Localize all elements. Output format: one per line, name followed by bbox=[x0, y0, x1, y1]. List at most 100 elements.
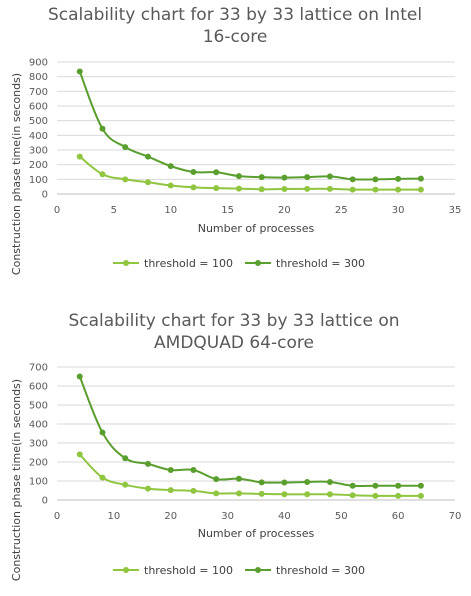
data-point bbox=[326, 478, 333, 485]
data-point bbox=[281, 186, 288, 193]
data-point bbox=[372, 186, 379, 193]
y-tick-label: 200 bbox=[29, 160, 48, 171]
legend: threshold = 100 threshold = 300 bbox=[113, 564, 365, 577]
data-point bbox=[167, 487, 174, 494]
series-line bbox=[78, 71, 421, 181]
data-point bbox=[417, 175, 424, 182]
chart-intel: Scalability chart for 33 by 33 lattice o… bbox=[10, 5, 461, 275]
data-point bbox=[235, 173, 242, 180]
x-tick-label: 5 bbox=[111, 205, 117, 216]
y-tick-label: 400 bbox=[29, 131, 48, 142]
x-tick-label: 20 bbox=[164, 511, 177, 522]
data-point bbox=[372, 492, 379, 499]
chart-amdquad: Scalability chart for 33 by 33 lattice o… bbox=[10, 311, 461, 581]
data-point bbox=[258, 186, 265, 193]
data-point bbox=[235, 185, 242, 192]
data-point bbox=[122, 176, 129, 183]
data-point bbox=[99, 429, 106, 436]
data-point bbox=[417, 186, 424, 193]
legend-label-threshold-100: threshold = 100 bbox=[144, 257, 233, 270]
series-line bbox=[78, 376, 421, 488]
data-point bbox=[395, 186, 402, 193]
data-point bbox=[281, 479, 288, 486]
legend-label-threshold-300: threshold = 300 bbox=[276, 564, 365, 577]
y-axis-label: Construction phase time(in seconds) bbox=[10, 379, 23, 581]
y-tick-label: 200 bbox=[29, 458, 48, 469]
data-point bbox=[99, 125, 106, 132]
data-point bbox=[76, 153, 83, 160]
data-point bbox=[417, 492, 424, 499]
series-line bbox=[79, 155, 421, 191]
x-tick-label: 70 bbox=[449, 511, 462, 522]
data-point bbox=[372, 176, 379, 183]
x-tick-label: 50 bbox=[335, 511, 348, 522]
legend-label-threshold-100: threshold = 100 bbox=[144, 564, 233, 577]
data-point bbox=[122, 481, 129, 488]
data-point bbox=[395, 482, 402, 489]
data-point bbox=[395, 175, 402, 182]
y-tick-label: 900 bbox=[29, 58, 48, 69]
y-tick-label: 100 bbox=[29, 477, 48, 488]
data-point bbox=[304, 491, 311, 498]
plot-area: 0 100 200 300 400 500 600 700 800 900 0 5 10 15 20 25 30… bbox=[29, 58, 461, 217]
x-tick-label: 30 bbox=[221, 511, 234, 522]
data-point bbox=[76, 373, 83, 380]
legend-label-threshold-300: threshold = 300 bbox=[276, 257, 365, 270]
y-tick-label: 600 bbox=[29, 382, 48, 393]
legend-marker-threshold-300 bbox=[255, 260, 261, 266]
x-tick-label: 40 bbox=[278, 511, 291, 522]
y-tick-label: 100 bbox=[29, 175, 48, 186]
data-point bbox=[144, 153, 151, 160]
data-point bbox=[326, 185, 333, 192]
y-tick-label: 0 bbox=[42, 496, 48, 507]
data-point bbox=[99, 474, 106, 481]
x-tick-label: 30 bbox=[392, 205, 405, 216]
chart-title-line2: AMDQUAD 64-core bbox=[154, 333, 314, 353]
y-tick-label: 500 bbox=[29, 116, 48, 127]
chart-title-line1: Scalability chart for 33 by 33 lattice o… bbox=[68, 311, 399, 331]
data-point bbox=[349, 482, 356, 489]
y-tick-label: 300 bbox=[29, 146, 48, 157]
plot-area: 0 100 200 300 400 500 600 700 0 10 20 30 40 50 60 70 bbox=[29, 363, 461, 523]
legend-marker-threshold-100 bbox=[123, 567, 129, 573]
data-point bbox=[122, 455, 129, 462]
data-point bbox=[144, 460, 151, 467]
x-tick-label: 20 bbox=[278, 205, 291, 216]
data-point bbox=[258, 479, 265, 486]
series-line bbox=[79, 453, 421, 497]
y-tick-label: 0 bbox=[42, 190, 48, 201]
chart-title-line2: 16-core bbox=[203, 27, 268, 47]
data-point bbox=[258, 490, 265, 497]
data-point bbox=[304, 478, 311, 485]
data-point bbox=[349, 176, 356, 183]
chart-title-line1: Scalability chart for 33 by 33 lattice o… bbox=[48, 5, 422, 25]
data-point bbox=[190, 169, 197, 175]
data-point bbox=[304, 174, 311, 181]
data-point bbox=[349, 492, 356, 499]
data-point bbox=[213, 490, 220, 497]
data-point bbox=[281, 491, 288, 498]
x-tick-label: 35 bbox=[449, 205, 462, 216]
y-axis-label: Construction phase time(in seconds) bbox=[10, 73, 23, 275]
data-point bbox=[76, 451, 83, 458]
data-point bbox=[258, 174, 265, 181]
data-point bbox=[326, 173, 333, 180]
x-tick-label: 10 bbox=[164, 205, 177, 216]
x-tick-label: 0 bbox=[54, 511, 60, 522]
y-tick-label: 600 bbox=[29, 102, 48, 113]
data-point bbox=[213, 169, 220, 176]
y-tick-label: 500 bbox=[29, 401, 48, 412]
x-tick-label: 15 bbox=[221, 205, 234, 216]
data-point bbox=[213, 476, 220, 483]
x-axis-label: Number of processes bbox=[198, 527, 315, 540]
legend: threshold = 100 threshold = 300 bbox=[113, 257, 365, 270]
x-tick-label: 0 bbox=[54, 205, 60, 216]
legend-marker-threshold-100 bbox=[123, 260, 129, 266]
data-point bbox=[326, 491, 333, 498]
data-point bbox=[417, 482, 424, 489]
y-tick-label: 400 bbox=[29, 420, 48, 431]
data-point bbox=[190, 487, 197, 494]
x-tick-label: 10 bbox=[107, 511, 120, 522]
data-point bbox=[167, 163, 174, 170]
